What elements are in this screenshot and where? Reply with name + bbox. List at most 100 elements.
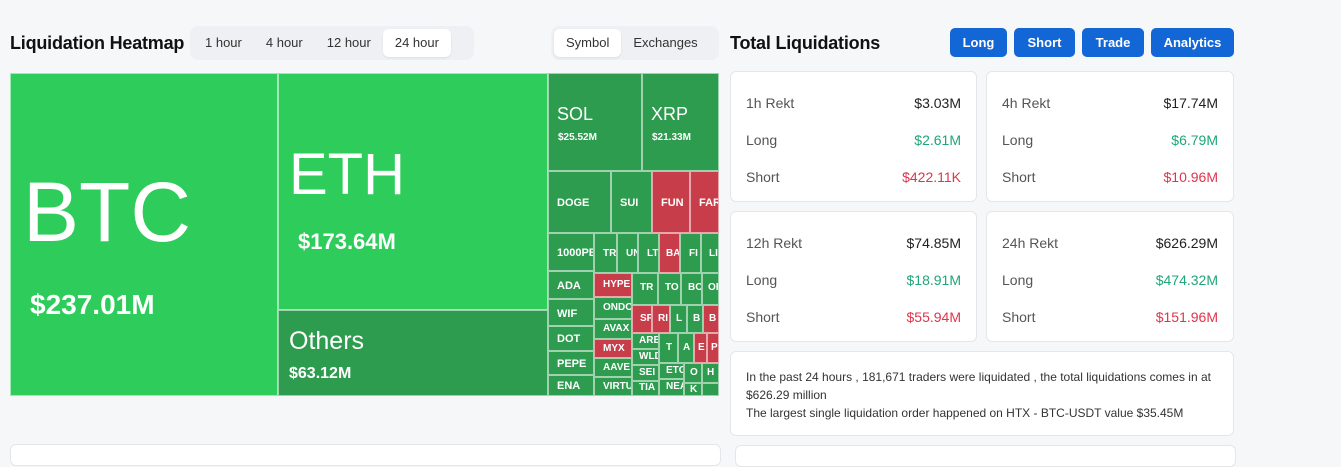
tile-fun[interactable]: FUN xyxy=(652,171,690,233)
tile-symbol: TO xyxy=(665,282,679,293)
tile-small[interactable]: OP xyxy=(702,273,719,305)
tile-ondo[interactable]: ONDO xyxy=(594,297,632,319)
short-label: Short xyxy=(746,169,780,185)
tile-btc[interactable]: BTC $237.01M xyxy=(10,73,278,396)
tile-avax[interactable]: AVAX xyxy=(594,319,632,339)
tile-small[interactable]: A xyxy=(678,333,694,363)
tile-small[interactable]: E xyxy=(694,333,707,363)
tile-small[interactable]: TR xyxy=(594,233,617,273)
analytics-button[interactable]: Analytics xyxy=(1151,28,1234,57)
tile-small[interactable]: SEI xyxy=(632,365,659,381)
tab-exchanges[interactable]: Exchanges xyxy=(633,35,698,50)
trade-button[interactable]: Trade xyxy=(1082,28,1144,57)
tile-small[interactable]: P xyxy=(707,333,719,363)
card-label: 1h Rekt xyxy=(746,95,795,111)
long-label: Long xyxy=(746,132,778,148)
rekt-card-12h: 12h Rekt $74.85M Long $18.91M Short $55.94M xyxy=(730,211,977,342)
tile-small[interactable]: K xyxy=(684,383,702,396)
tile-small[interactable]: B xyxy=(703,305,719,333)
rekt-card-1h: 1h Rekt $3.03M Long $2.61M Short $422.11K xyxy=(730,71,977,202)
tile-value: $237.01M xyxy=(30,289,155,320)
tile-small[interactable]: LI xyxy=(701,233,719,273)
tile-small[interactable]: H xyxy=(702,363,719,383)
tile-value: $63.12M xyxy=(289,365,352,382)
tile-symbol: ADA xyxy=(557,280,581,292)
tile-small[interactable]: O xyxy=(684,363,702,383)
long-label: Long xyxy=(1002,132,1034,148)
long-value: $18.91M xyxy=(906,272,961,288)
long-button[interactable]: Long xyxy=(950,28,1007,57)
card-total: $626.29M xyxy=(1155,235,1218,251)
tile-small[interactable]: RI xyxy=(652,305,670,333)
tile-small[interactable]: LT xyxy=(638,233,659,273)
long-value: $474.32M xyxy=(1155,272,1218,288)
tile-symbol: OP xyxy=(708,282,718,293)
tile-small[interactable] xyxy=(702,383,719,396)
tile-wif[interactable]: WIF xyxy=(548,299,594,326)
tile-myx[interactable]: MYX xyxy=(594,339,632,358)
tile-small[interactable]: TR xyxy=(632,273,658,305)
tab-4-hour[interactable]: 4 hour xyxy=(265,35,303,50)
tile-small[interactable]: WLD xyxy=(632,349,659,365)
tile-symbol: PEPE xyxy=(557,358,587,370)
liquidation-treemap: BTC $237.01M ETH $173.64M Others $63.12M… xyxy=(10,73,719,396)
tile-small[interactable]: SP xyxy=(632,305,652,333)
tile-xrp[interactable]: XRP $21.33M xyxy=(642,73,719,171)
tile-doge[interactable]: DOGE xyxy=(548,171,611,233)
tab-24-hour[interactable]: 24 hour xyxy=(382,29,451,57)
tile-small[interactable]: L xyxy=(670,305,687,333)
tile-sui[interactable]: SUI xyxy=(611,171,652,233)
tile-small[interactable]: TIA xyxy=(632,381,659,396)
card-label: 24h Rekt xyxy=(1002,235,1059,251)
tab-12-hour[interactable]: 12 hour xyxy=(326,35,371,50)
tab-1-hour[interactable]: 1 hour xyxy=(205,35,242,50)
tile-1000pepe[interactable]: 1000PE xyxy=(548,233,594,271)
total-liquidations-title: Total Liquidations xyxy=(730,33,881,53)
card-label: 4h Rekt xyxy=(1002,95,1051,111)
tile-symbol: SUI xyxy=(620,197,639,209)
heatmap-title: Liquidation Heatmap xyxy=(10,33,185,53)
tile-symbol: ARE xyxy=(639,335,659,346)
tile-symbol: SEI xyxy=(639,367,656,378)
short-button[interactable]: Short xyxy=(1014,28,1075,57)
tile-others[interactable]: Others $63.12M xyxy=(278,310,548,396)
tile-pepe[interactable]: PEPE xyxy=(548,351,594,375)
tile-symbol: WLD xyxy=(639,351,658,362)
tile-small[interactable]: BO xyxy=(681,273,702,305)
liquidation-summary: In the past 24 hours , 181,671 traders w… xyxy=(730,351,1234,436)
tile-small[interactable]: FI xyxy=(680,233,701,273)
tile-ena[interactable]: ENA xyxy=(548,375,594,396)
tile-small[interactable]: T xyxy=(659,333,678,363)
tile-small[interactable]: ARE xyxy=(632,333,659,349)
tile-symbol: LT xyxy=(647,248,659,259)
long-value: $6.79M xyxy=(1171,132,1218,148)
tile-small[interactable]: TO xyxy=(658,273,681,305)
tile-dot[interactable]: DOT xyxy=(548,326,594,351)
tile-aave[interactable]: AAVE xyxy=(594,358,632,377)
tile-eth[interactable]: ETH $173.64M xyxy=(278,73,548,310)
tile-small[interactable]: NEA xyxy=(659,379,684,396)
tile-symbol: E xyxy=(698,342,705,353)
tile-ada[interactable]: ADA xyxy=(548,271,594,299)
tile-symbol: A xyxy=(683,342,691,353)
tile-symbol: BO xyxy=(688,282,702,293)
tile-far[interactable]: FAR xyxy=(690,171,719,233)
tile-hype[interactable]: HYPE xyxy=(594,273,632,297)
tile-symbol: TR xyxy=(640,282,654,293)
short-value: $10.96M xyxy=(1163,169,1218,185)
tile-symbol: UN xyxy=(626,248,637,259)
tile-symbol: TIA xyxy=(639,382,656,393)
summary-largest-order: The largest single liquidation order hap… xyxy=(746,406,1184,420)
tile-sol[interactable]: SOL $25.52M xyxy=(548,73,642,171)
tile-symbol: AVAX xyxy=(603,323,630,334)
tile-virtual[interactable]: VIRTU xyxy=(594,377,632,396)
tile-small[interactable]: BA xyxy=(659,233,680,273)
tab-symbol[interactable]: Symbol xyxy=(554,29,622,57)
tile-symbol: WIF xyxy=(557,308,578,320)
short-value: $55.94M xyxy=(906,309,961,325)
tile-small[interactable]: UN xyxy=(617,233,638,273)
tile-symbol: B xyxy=(693,313,701,324)
card-total: $74.85M xyxy=(906,235,961,251)
tile-small[interactable]: ETC xyxy=(659,363,684,379)
tile-small[interactable]: B xyxy=(687,305,703,333)
